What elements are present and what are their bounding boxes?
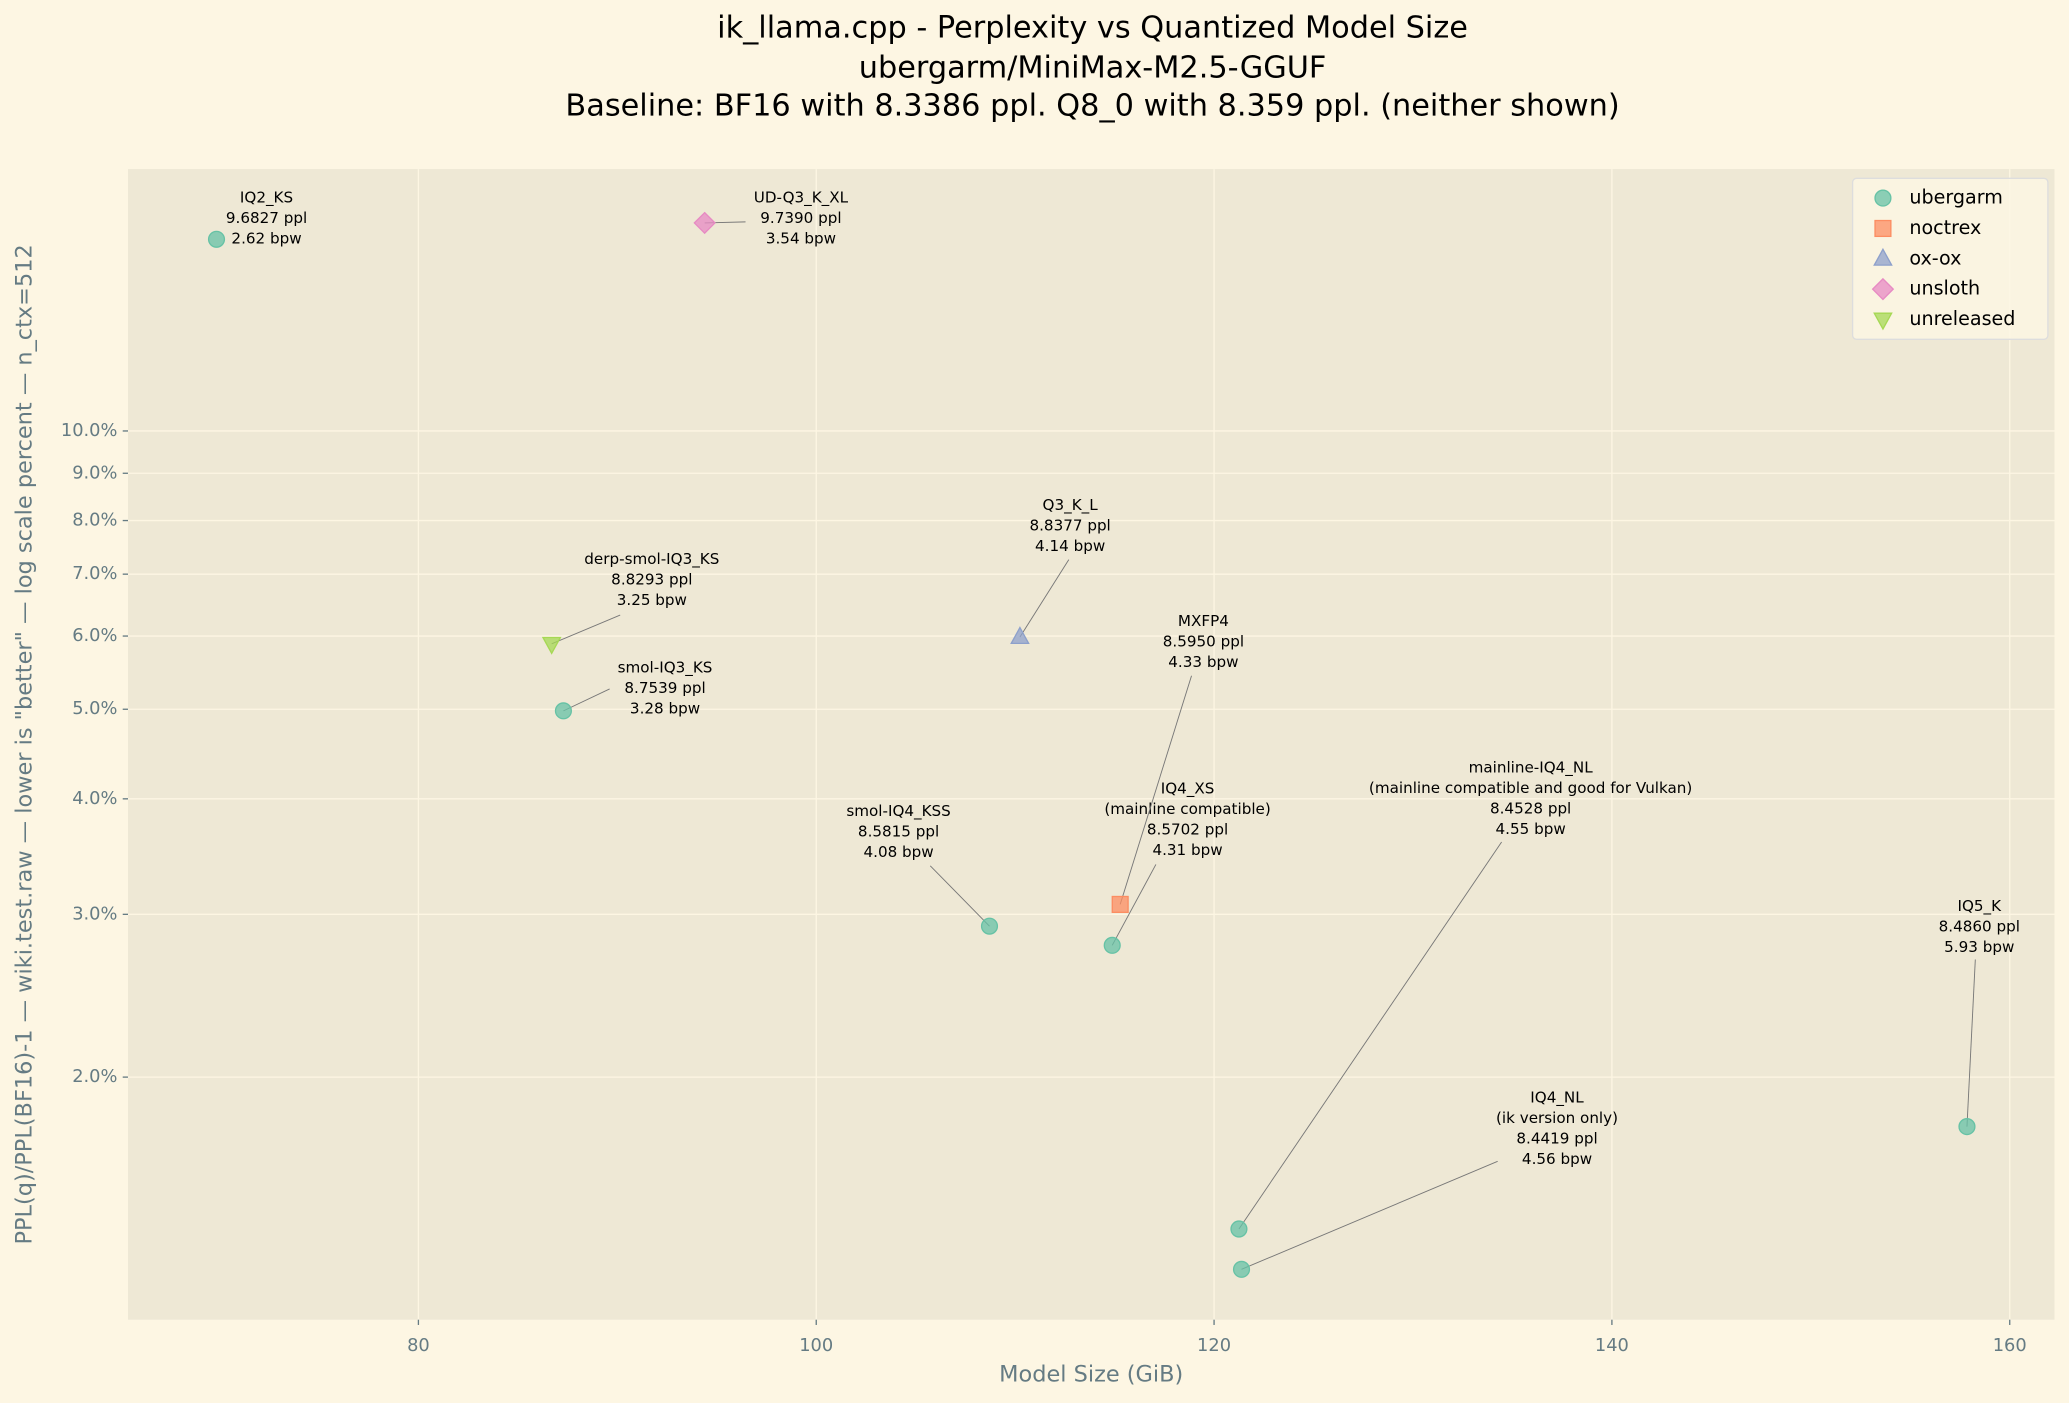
y-tick-label: 7.0% [72, 563, 117, 584]
y-tick-label: 6.0% [72, 625, 117, 646]
y-tick-label: 10.0% [61, 420, 118, 441]
legend-label: unreleased [1909, 307, 2015, 330]
annotation: IQ5_K [1957, 897, 2002, 916]
annotation: 3.54 bpw [766, 230, 836, 248]
annotation: smol-IQ4_KSS [846, 802, 950, 821]
annotation: 8.7539 ppl [624, 679, 705, 697]
x-tick-label: 140 [1595, 1335, 1629, 1356]
point [1230, 1220, 1248, 1238]
y-tick-label: 2.0% [72, 1066, 117, 1087]
legend-box [1851, 177, 2049, 340]
x-tick-label: 80 [407, 1335, 430, 1356]
annotation: IQ4_NL [1530, 1089, 1584, 1108]
annotation: smol-IQ3_KS [618, 658, 713, 677]
annotation: 8.4860 ppl [1939, 918, 2020, 936]
x-tick-label: 160 [1993, 1335, 2027, 1356]
legend-marker [1873, 312, 1893, 331]
annotation: IQ4_XS [1161, 780, 1215, 799]
chart-title: Baseline: BF16 with 8.3386 ppl. Q8_0 wit… [565, 89, 1619, 124]
plot-area [127, 169, 2055, 1320]
y-tick-label: 3.0% [72, 903, 117, 924]
annotation: Q3_K_L [1043, 496, 1099, 515]
legend-label: unsloth [1909, 277, 1980, 300]
legend-label: ox-ox [1909, 246, 1961, 269]
annotation: (mainline compatible) [1104, 800, 1270, 818]
annotation: 5.93 bpw [1944, 938, 2014, 956]
annotation: IQ2_KS [240, 189, 293, 208]
annotation: UD-Q3_K_XL [754, 189, 849, 208]
point [1958, 1118, 1976, 1136]
annotation: 4.31 bpw [1152, 841, 1222, 859]
annotation: derp-smol-IQ3_KS [584, 550, 719, 569]
annotation: MXFP4 [1178, 612, 1229, 630]
x-tick-label: 100 [799, 1335, 833, 1356]
annotation: 2.62 bpw [231, 230, 301, 248]
annotation-leader [929, 865, 990, 927]
point [693, 211, 716, 235]
point [207, 230, 226, 248]
legend-marker [1873, 247, 1893, 266]
annotation: (ik version only) [1496, 1109, 1618, 1127]
annotation-leader [1019, 559, 1070, 638]
annotation-leader [1241, 1160, 1498, 1270]
annotation: 8.8377 ppl [1029, 517, 1110, 535]
legend-label: ubergarm [1909, 186, 2003, 209]
legend-marker [1874, 219, 1892, 238]
legend-marker [1871, 277, 1895, 301]
y-tick-label: 8.0% [72, 510, 117, 531]
y-tick-label: 9.0% [72, 462, 117, 483]
annotation: 8.8293 ppl [611, 571, 692, 589]
point [541, 636, 562, 655]
point [1232, 1260, 1251, 1278]
legend-label: noctrex [1909, 216, 1981, 239]
y-tick-label: 4.0% [72, 788, 117, 809]
annotation-leader [1966, 959, 1976, 1127]
annotation: 4.56 bpw [1522, 1150, 1592, 1168]
point [1111, 895, 1129, 913]
point [980, 917, 999, 935]
x-tick-label: 120 [1197, 1335, 1231, 1356]
annotation: 8.4419 ppl [1516, 1129, 1597, 1147]
annotation: mainline-IQ4_NL [1469, 759, 1594, 778]
annotation: 8.4528 ppl [1490, 800, 1571, 818]
annotation-leader [1111, 864, 1157, 946]
annotation-leader [1119, 675, 1192, 905]
annotation: 4.33 bpw [1168, 653, 1238, 671]
annotation: 8.5702 ppl [1147, 821, 1228, 839]
legend-marker [1874, 189, 1892, 207]
annotation: 9.7390 ppl [760, 209, 841, 227]
annotation-leader [1238, 841, 1502, 1230]
point [1103, 936, 1121, 954]
y-axis-label: PPL(q)/PPL(BF16)-1 — wiki.test.raw — low… [12, 244, 38, 1244]
annotation: 4.14 bpw [1035, 537, 1105, 555]
annotation: 3.28 bpw [630, 699, 700, 717]
chart-title: ubergarm/MiniMax-M2.5-GGUF [859, 50, 1327, 85]
point [554, 702, 572, 720]
annotation: (mainline compatible and good for Vulkan… [1369, 779, 1692, 797]
annotation: 8.5950 ppl [1163, 633, 1244, 651]
annotation: 9.6827 ppl [226, 209, 307, 227]
annotation: 4.08 bpw [863, 843, 933, 861]
x-axis-label: Model Size (GiB) [999, 1362, 1183, 1388]
annotation: 8.5815 ppl [858, 823, 939, 841]
annotation-leader [551, 614, 621, 645]
chart-title: ik_llama.cpp - Perplexity vs Quantized M… [717, 11, 1468, 46]
annotation: 3.25 bpw [617, 591, 687, 609]
point [1010, 626, 1030, 645]
annotation: 4.55 bpw [1496, 820, 1566, 838]
y-tick-label: 5.0% [72, 698, 117, 719]
